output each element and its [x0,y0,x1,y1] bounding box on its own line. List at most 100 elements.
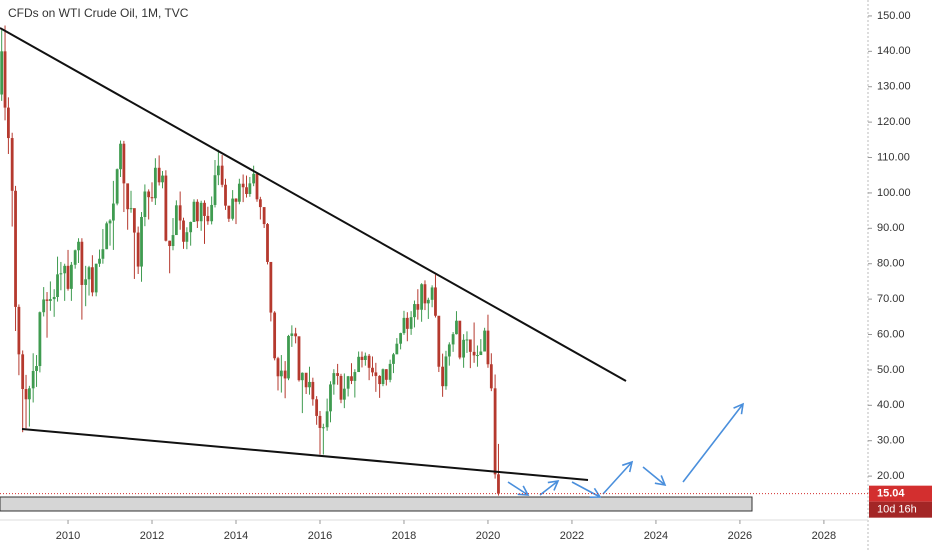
candle-body [35,366,38,371]
candle-body [252,173,256,184]
y-tick-label: 60.00 [877,328,905,340]
arrow [507,481,530,496]
candle-body [147,191,151,198]
candle-body [374,372,378,376]
candle-body [363,355,367,360]
x-tick-label: 2018 [392,530,416,542]
candle-body [465,339,469,341]
candle-body [63,265,67,274]
candle-body [294,333,298,337]
arrow [539,479,560,496]
candle-body [185,232,189,242]
candle-body [129,208,133,210]
candle-body [245,187,248,194]
candle-body [150,197,154,199]
candle-body [357,356,361,373]
y-tick-label: 150.00 [877,10,911,22]
candle-body [45,299,49,301]
candle-body [395,343,399,355]
candle-body [59,273,63,275]
candle-body [17,306,21,355]
projection-arrows [507,402,745,498]
candle-body [308,381,311,388]
candle-body [174,205,178,236]
candle-body [98,258,101,264]
candle-body [27,388,31,400]
candle-body [339,375,343,400]
candle-body [423,284,427,304]
y-tick-label: 20.00 [877,470,905,482]
candle-body [468,339,472,352]
candle-body [458,320,462,358]
candle-body [136,232,140,267]
candle-body [66,265,70,289]
candle-body [336,373,340,376]
candle-body [168,240,172,247]
candle-body [493,388,497,475]
candle-body [441,366,445,387]
candle-body [241,183,245,188]
candle-body [10,138,14,191]
candle-body [224,184,227,206]
y-tick-label: 100.00 [877,187,911,199]
candle-body [192,201,196,222]
lower-trendline [21,428,589,481]
candle-body [157,167,161,183]
candle-body [199,202,203,222]
candle-body [451,334,455,345]
candle-body [290,333,294,336]
candle-body [367,355,371,368]
candle-body [430,287,434,300]
y-tick-label: 40.00 [877,399,905,411]
candle-body [258,199,262,208]
y-tick-label: 120.00 [877,116,911,128]
candle-body [132,208,136,233]
candle-body [476,355,479,357]
y-tick-label: 80.00 [877,258,905,270]
candle-body [346,376,350,389]
candle-body [371,367,374,373]
candle-body [381,369,385,385]
candle-body [111,203,115,221]
candle-body [105,223,109,250]
candle-body [206,215,210,222]
candle-body [140,216,143,267]
candle-body [210,204,214,222]
candle-body [304,372,308,388]
candle-body [48,299,52,301]
candle-body [437,315,441,367]
y-tick-label: 140.00 [877,45,911,57]
candle-body [472,351,476,356]
arrow [602,460,634,495]
y-tick-label: 90.00 [877,222,905,234]
candle-body [300,372,304,381]
candle-body [87,267,91,280]
x-tick-label: 2016 [308,530,332,542]
y-tick-label: 70.00 [877,293,905,305]
candle-body [220,165,224,185]
candle-body [161,175,164,183]
candle-body [122,143,126,184]
candle-body [119,143,122,170]
candle-body [90,267,94,293]
candle-body [84,279,88,285]
y-tick-label: 130.00 [877,81,911,93]
candle-body [227,205,231,219]
candle-body [56,274,59,297]
x-tick-label: 2022 [560,530,584,542]
arrow [571,481,602,498]
candle-body [276,358,280,377]
candle-body [360,356,364,360]
candle-body [384,369,388,380]
candle-body [416,304,420,310]
y-tick-label: 50.00 [877,364,905,376]
y-tick-label: 110.00 [877,151,910,163]
candle-body [266,224,269,262]
x-tick-label: 2028 [812,530,836,542]
candle-body [350,376,353,381]
candle-body [332,373,336,385]
candle-body [42,299,46,313]
candle-body [94,263,98,293]
x-tick-label: 2012 [140,530,164,542]
